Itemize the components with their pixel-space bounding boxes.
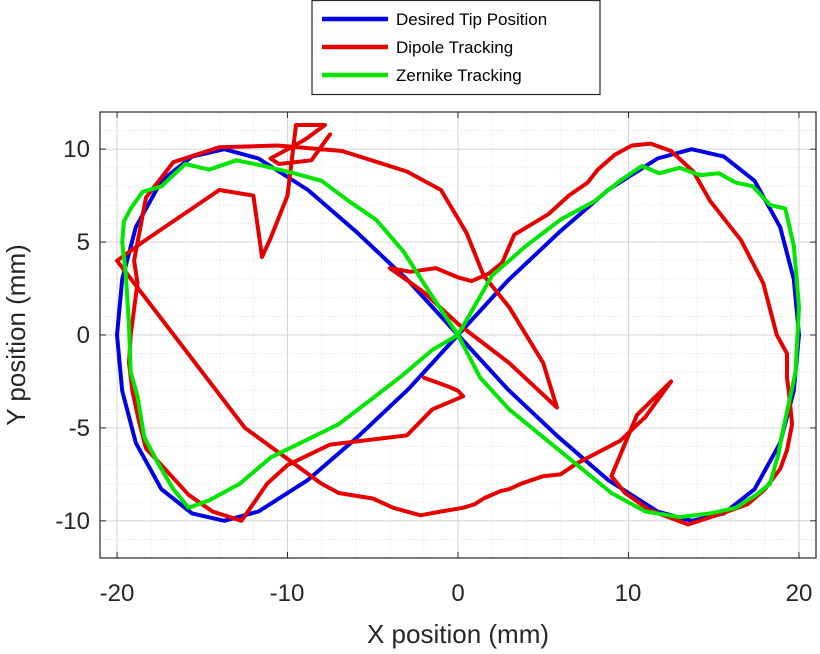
x-tick-label: 20 [786, 580, 813, 607]
x-tick-label: 0 [451, 580, 464, 607]
x-tick-labels: -20 -10 0 10 20 [100, 580, 813, 607]
dipole-tracking-line [115, 123, 795, 527]
x-tick-label: -10 [270, 580, 305, 607]
y-tick-labels: 10 5 0 -5 -10 [55, 136, 90, 535]
zernike-tracking-line [120, 158, 801, 520]
series-layer [115, 123, 801, 527]
y-tick-label: 0 [77, 322, 90, 349]
x-axis-label: X position (mm) [367, 619, 549, 649]
tick-marks [100, 112, 816, 558]
y-tick-label: 10 [63, 136, 90, 163]
plot-frame [99, 111, 817, 559]
legend-label-zernike: Zernike Tracking [396, 66, 522, 85]
legend-label-dipole: Dipole Tracking [396, 38, 513, 57]
legend: Desired Tip Position Dipole Tracking Zer… [311, 0, 601, 96]
legend-label-desired: Desired Tip Position [396, 10, 547, 29]
x-tick-label: 10 [615, 580, 642, 607]
x-tick-label: -20 [100, 580, 135, 607]
y-tick-label: -10 [55, 508, 90, 535]
y-axis-label: Y position (mm) [1, 244, 31, 426]
y-tick-label: 5 [77, 229, 90, 256]
y-tick-label: -5 [69, 415, 90, 442]
